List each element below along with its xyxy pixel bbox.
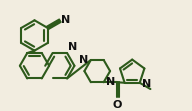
Text: N: N: [142, 79, 151, 89]
Text: N: N: [68, 42, 77, 52]
Text: N: N: [106, 77, 115, 87]
Text: O: O: [112, 100, 122, 110]
Text: N: N: [61, 15, 71, 25]
Text: N: N: [79, 55, 89, 65]
